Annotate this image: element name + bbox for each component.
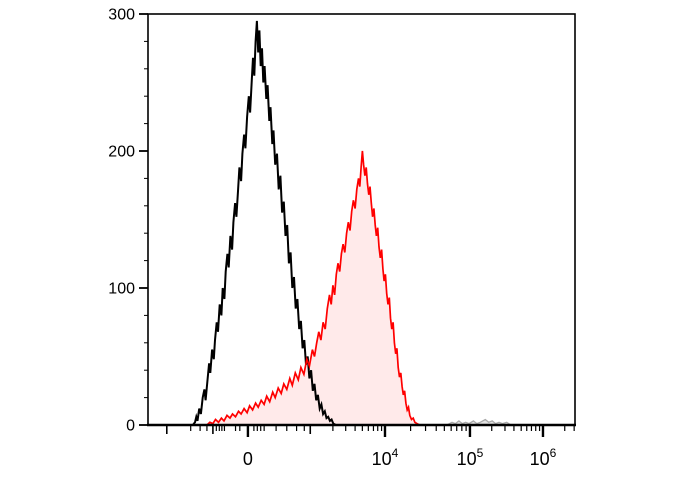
y-axis-tick-label: 300 [108,7,135,24]
x-axis-tick-label: 104 [372,446,399,469]
histogram-curve-unstained-control [192,20,337,426]
x-axis-tick-label: 0 [243,449,253,469]
histogram-curve-stained-sample [206,150,421,426]
x-axis-tick-label: 106 [530,446,557,469]
histogram-fill-stained-sample [206,151,420,425]
y-axis-tick-label: 100 [108,281,135,298]
y-axis-tick-label: 200 [108,144,135,161]
histogram-curve-baseline-debris [446,418,512,426]
y-axis-tick-label: 0 [126,418,135,435]
x-axis-tick-label: 105 [457,446,484,469]
